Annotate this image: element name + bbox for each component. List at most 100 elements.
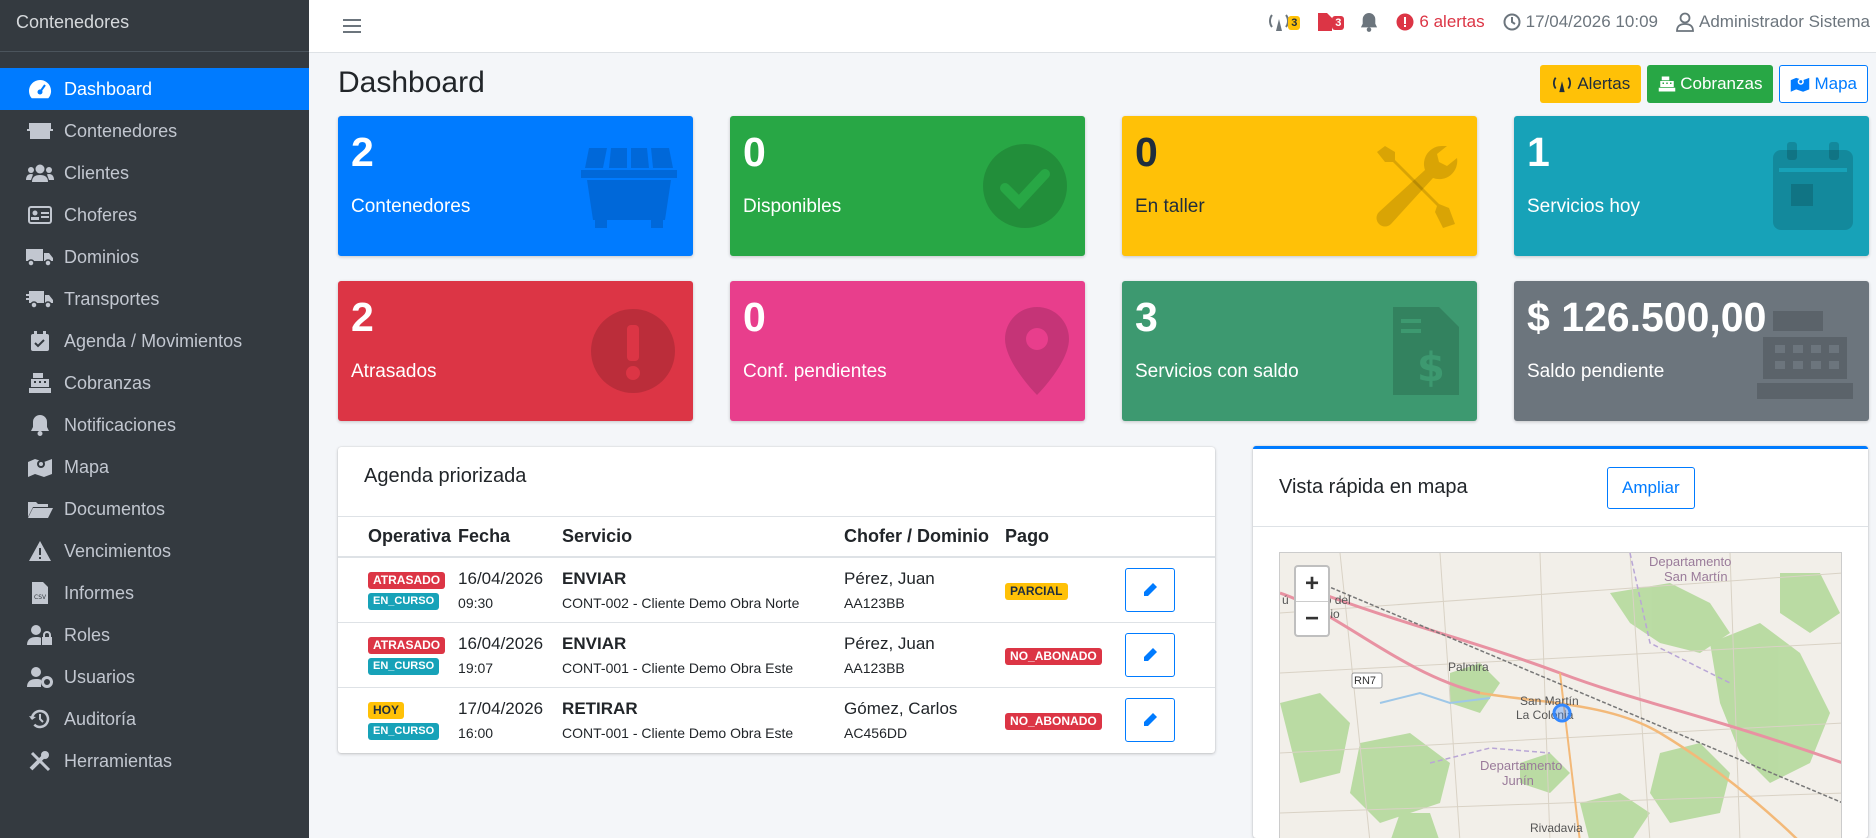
id-card-icon [26, 203, 54, 227]
row-driver: Gómez, Carlos [844, 698, 958, 718]
zoom-out-button[interactable]: − [1296, 601, 1328, 635]
sidebar-item-informes[interactable]: CSV Informes [0, 572, 309, 614]
sidebar-item-roles[interactable]: Roles [0, 614, 309, 656]
sidebar-item-herramientas[interactable]: Herramientas [0, 740, 309, 782]
sidebar-item-agenda[interactable]: Agenda / Movimientos [0, 320, 309, 362]
sidebar-item-vencimientos[interactable]: Vencimientos [0, 530, 309, 572]
sidebar-item-label: Herramientas [64, 750, 173, 771]
sidebar-item-usuarios[interactable]: Usuarios [0, 656, 309, 698]
alerts-link[interactable]: 6 alertas [1396, 12, 1485, 32]
column-header: Operativa [338, 517, 452, 558]
zoom-in-button[interactable]: + [1304, 570, 1319, 597]
stat-box-contenedores[interactable]: 2 Contenedores [338, 116, 693, 256]
sidebar-item-documentos[interactable]: Documentos [0, 488, 309, 530]
sidebar-item-label: Documentos [64, 498, 166, 519]
sidebar-item-clientes[interactable]: Clientes [0, 152, 309, 194]
sidebar-item-label: Dashboard [64, 78, 153, 99]
user-lock-icon [26, 623, 54, 647]
datetime-text: 17/04/2026 10:09 [1525, 12, 1658, 31]
row-date: 16/04/2026 [458, 568, 544, 588]
row-detail: CONT-002 - Cliente Demo Obra Norte [562, 594, 800, 611]
pago-badge: NO_ABONADO [1005, 712, 1102, 730]
edit-button[interactable] [1125, 697, 1176, 742]
stat-box-servicios-hoy[interactable]: 1 Servicios hoy [1514, 116, 1869, 256]
map-location-marker[interactable] [1552, 703, 1572, 723]
cobranzas-button[interactable]: Cobranzas [1647, 65, 1774, 103]
map-zoom-control: + − [1294, 565, 1330, 637]
sidebar-item-label: Vencimientos [64, 540, 172, 561]
sidebar-item-label: Cobranzas [64, 372, 152, 393]
stat-value: 2 [351, 294, 374, 340]
stat-box-saldo-pendiente[interactable]: $ 126.500,00 Saldo pendiente [1514, 281, 1869, 421]
sidebar: Contenedores Dashboard Contenedores Clie… [0, 0, 309, 838]
bell-icon [26, 413, 54, 437]
truck-icon [26, 245, 54, 269]
map-icon [1791, 77, 1810, 92]
sidebar-item-label: Clientes [64, 162, 130, 183]
alertas-button[interactable]: Alertas [1540, 65, 1642, 103]
row-date: 16/04/2026 [458, 633, 544, 653]
sidebar-item-contenedores[interactable]: Contenedores [0, 110, 309, 152]
sidebar-nav: Dashboard Contenedores Clientes Choferes… [0, 52, 309, 782]
user-cog-icon [26, 665, 54, 689]
pencil-icon [1144, 712, 1158, 726]
edit-button[interactable] [1125, 567, 1176, 612]
brand-title[interactable]: Contenedores [0, 0, 309, 52]
tower-alert-button[interactable]: 3 [1268, 12, 1301, 32]
stat-box-atrasados[interactable]: 2 Atrasados [338, 281, 693, 421]
stat-value: 2 [351, 129, 374, 175]
stat-box-disponibles[interactable]: 0 Disponibles [730, 116, 1085, 256]
header-buttons: Alertas Cobranzas Mapa [1540, 65, 1868, 103]
ampliar-button[interactable]: Ampliar [1607, 467, 1695, 509]
stat-box-conf-pendientes[interactable]: 0 Conf. pendientes [730, 281, 1085, 421]
operativa-badge: ATRASADO [368, 637, 446, 654]
tower-count-badge: 3 [1288, 16, 1301, 30]
sidebar-item-dominios[interactable]: Dominios [0, 236, 309, 278]
pencil-icon [1144, 647, 1158, 661]
hamburger-menu-icon[interactable] [339, 13, 365, 39]
stat-label: Atrasados [351, 361, 437, 382]
column-header-actions [1118, 517, 1215, 558]
map-icon [26, 455, 54, 479]
broadcast-tower-icon [1269, 14, 1290, 31]
mapa-button[interactable]: Mapa [1779, 65, 1868, 103]
table-row[interactable]: ATRASADO EN_CURSO 16/04/2026 19:07 ENVIAR… [338, 621, 1215, 687]
cobranzas-button-label: Cobranzas [1680, 74, 1763, 93]
sidebar-item-mapa[interactable]: Mapa [0, 446, 309, 488]
map-marker-icon [1005, 307, 1069, 395]
sidebar-item-label: Notificaciones [64, 414, 177, 435]
map-tiles [1280, 553, 1841, 838]
sidebar-item-transportes[interactable]: Transportes [0, 278, 309, 320]
sidebar-item-choferes[interactable]: Choferes [0, 194, 309, 236]
agenda-card: Agenda priorizada Operativa Fecha Servic… [338, 447, 1215, 753]
map-label-dep-san-martin-2: San Martín [1664, 569, 1728, 584]
edit-button[interactable] [1125, 632, 1176, 677]
map-label-rivadavia: Rivadavia [1530, 821, 1583, 835]
stat-box-servicios-con-saldo[interactable]: 3 Servicios con saldo $ [1122, 281, 1477, 421]
agenda-title: Agenda priorizada [338, 447, 1215, 517]
bell-icon [1361, 13, 1378, 32]
table-row[interactable]: ATRASADO EN_CURSO 16/04/2026 09:30 ENVIAR… [338, 556, 1215, 622]
document-count-badge: 3 [1332, 16, 1345, 30]
sidebar-item-auditoria[interactable]: Auditoría [0, 698, 309, 740]
cash-register-icon [26, 371, 54, 395]
stat-box-en-taller[interactable]: 0 En taller [1122, 116, 1477, 256]
topbar-right: 3 3 6 alertas 17/04/2026 10:09 Administr… [1268, 0, 1870, 44]
map-view[interactable]: + − RN7 ú Rodeo del Medio Departamento S… [1279, 552, 1842, 838]
map-label-dep-junin-2: Junín [1502, 773, 1534, 788]
user-menu[interactable]: Administrador Sistema [1676, 12, 1870, 32]
map-label-palmira: Palmira [1448, 660, 1489, 674]
sidebar-item-dashboard[interactable]: Dashboard [0, 68, 309, 110]
row-plate: AA123BB [844, 594, 905, 611]
pencil-icon [1144, 582, 1158, 596]
document-alert-button[interactable]: 3 [1316, 12, 1345, 32]
operativa-badge: ATRASADO [368, 572, 446, 590]
sidebar-item-label: Transportes [64, 288, 160, 309]
row-time: 16:00 [458, 724, 494, 741]
sidebar-item-notificaciones[interactable]: Notificaciones [0, 404, 309, 446]
sidebar-item-cobranzas[interactable]: Cobranzas [0, 362, 309, 404]
file-icon [1318, 13, 1333, 31]
bell-button[interactable] [1360, 12, 1378, 32]
cash-register-icon [1757, 311, 1853, 399]
table-row[interactable]: HOY EN_CURSO 17/04/2026 16:00 RETIRAR CONT… [338, 686, 1215, 752]
